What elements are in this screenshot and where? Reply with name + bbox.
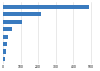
Bar [3,12,41,16]
Bar [3,57,5,61]
Bar [3,42,7,46]
Bar [3,20,22,24]
Bar [3,49,6,54]
Bar [3,27,12,31]
Bar [3,35,8,39]
Bar [3,5,89,9]
